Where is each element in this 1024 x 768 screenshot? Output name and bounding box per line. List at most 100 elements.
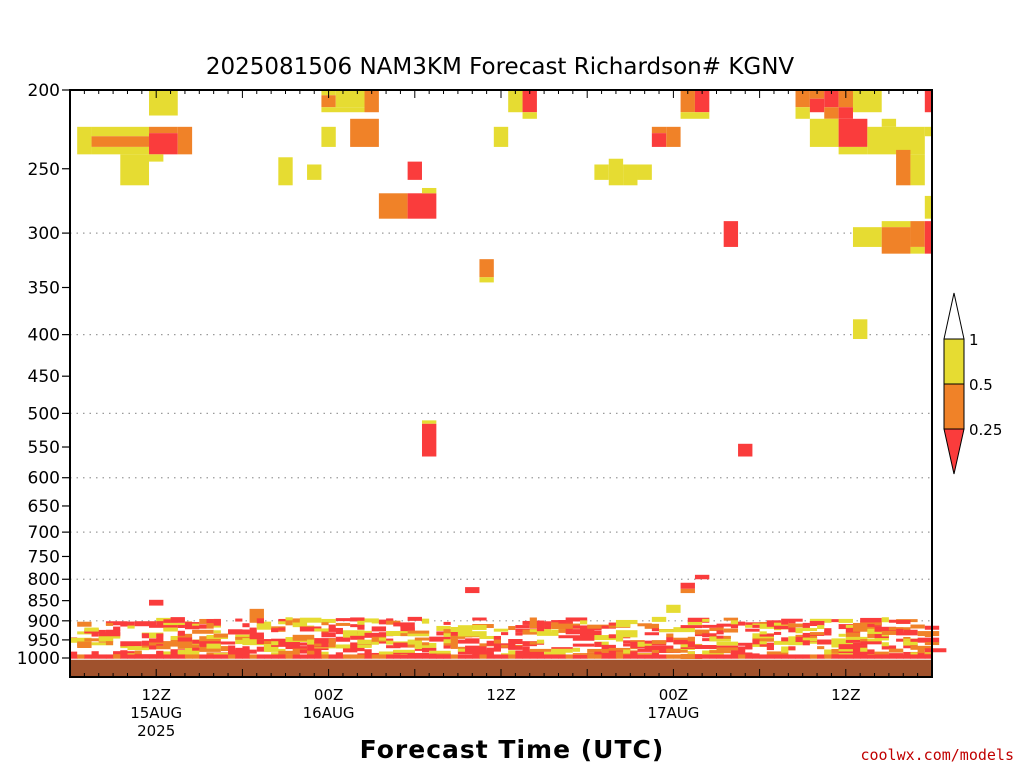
ri-cell	[77, 126, 92, 155]
ri-cell-bl	[271, 628, 279, 633]
ri-cell-bl	[515, 632, 523, 636]
ri-cell-bl	[213, 618, 221, 624]
ri-cell-surface	[70, 654, 78, 659]
ri-cell-bl	[357, 620, 365, 626]
ri-cell-bl	[781, 637, 789, 642]
ri-cell	[407, 161, 422, 180]
ri-cell-bl	[429, 650, 451, 656]
ri-cell-bl	[299, 626, 322, 632]
legend-label: 0.5	[969, 376, 993, 394]
ri-cell-surface	[766, 654, 775, 659]
ri-cell-bl	[802, 622, 810, 628]
x-tick-label: 15AUG	[130, 704, 182, 722]
ri-cell-surface	[522, 654, 531, 659]
ri-cell-surface	[350, 654, 358, 659]
ri-cell-surface	[120, 654, 128, 659]
ri-cell-surface	[544, 654, 552, 659]
ri-cell-bl	[773, 631, 782, 635]
ri-cell-surface	[802, 654, 811, 659]
ri-cell-surface	[91, 654, 100, 659]
ri-cell-bl	[802, 634, 810, 639]
ri-cell-bl	[457, 639, 480, 644]
ri-cell-bl	[924, 648, 947, 653]
ri-cell	[680, 582, 695, 589]
ri-cell-bl	[249, 627, 257, 631]
ri-cell-bl	[881, 617, 889, 623]
ri-cell-bl	[766, 620, 782, 624]
ri-cell-bl	[278, 650, 300, 656]
ri-cell-surface	[709, 654, 717, 659]
ri-cell-bl	[738, 642, 753, 646]
ri-cell-bl	[141, 633, 150, 639]
ri-cell-bl	[694, 644, 717, 649]
ri-cell-bl	[407, 630, 430, 634]
ri-cell-surface	[917, 654, 926, 659]
ri-cell-bl	[723, 617, 739, 621]
ri-cell-surface	[623, 654, 631, 659]
ri-cell-surface	[773, 654, 782, 659]
ri-cell-surface	[558, 654, 567, 659]
ri-cell-bl	[666, 633, 674, 638]
ri-cell-bl	[77, 641, 92, 647]
legend-label: 0.25	[969, 421, 1002, 439]
ri-cell-surface	[371, 654, 380, 659]
ri-cell-surface	[149, 654, 157, 659]
ri-cell-bl	[594, 641, 602, 647]
ri-cell-surface	[285, 654, 294, 659]
ri-cell-bl	[271, 652, 286, 656]
ri-cell	[350, 118, 379, 147]
ri-cell-bl	[544, 625, 552, 630]
ri-cell-bl	[292, 634, 315, 639]
ri-cell-bl	[120, 650, 128, 656]
ri-cell-bl	[127, 646, 150, 651]
ri-cell-bl	[802, 626, 810, 631]
x-tick-label: 00Z	[314, 686, 343, 704]
ri-cell-bl	[314, 651, 322, 656]
y-tick-label: 700	[28, 523, 60, 543]
ri-cell-bl	[149, 638, 164, 643]
ri-cell	[149, 133, 178, 155]
ri-cell-surface	[608, 654, 617, 659]
ri-cell-bl	[687, 617, 710, 623]
ri-cell-bl	[335, 636, 351, 642]
ri-cell-surface	[838, 654, 847, 659]
ri-cell-bl	[702, 633, 717, 638]
y-tick-label: 500	[28, 404, 60, 424]
ri-cell	[666, 604, 681, 613]
ri-cell-bl	[709, 636, 731, 642]
ri-cell-bl	[271, 638, 293, 642]
ri-cell-bl	[393, 642, 415, 648]
ri-cell-bl	[508, 639, 523, 645]
ri-cell-bl	[730, 625, 739, 629]
ri-cell-bl	[127, 625, 135, 629]
ri-cell	[852, 90, 882, 113]
colorbar-legend: 1 0.5 0.25	[943, 292, 1002, 475]
ri-cell-bl	[759, 641, 767, 645]
ri-cell-bl	[716, 630, 724, 635]
ri-cell-surface	[831, 654, 840, 659]
ri-cell-bl	[206, 624, 214, 629]
plot-frame	[69, 89, 933, 678]
ri-cell	[623, 164, 638, 186]
ri-cell-surface	[486, 654, 495, 659]
ri-cell-bl	[177, 637, 193, 642]
ri-cell-bl	[465, 645, 487, 651]
ri-cell	[838, 118, 868, 147]
ri-cell-bl	[738, 647, 746, 651]
ri-cell-bl	[508, 644, 516, 650]
ri-cell-bl	[529, 641, 537, 645]
ri-cell-surface	[910, 654, 919, 659]
ri-cell-bl	[443, 629, 451, 634]
ri-cell-bl	[781, 618, 803, 622]
ri-cell-bl	[917, 649, 925, 654]
ri-cell	[651, 126, 667, 134]
ri-cell-bl	[687, 636, 695, 641]
ri-cell-bl	[177, 649, 185, 654]
ri-cell-bl	[206, 619, 214, 624]
ri-cell-surface	[752, 654, 761, 659]
ri-cell-bl	[766, 645, 774, 651]
ri-cell-bl	[350, 617, 365, 622]
x-tick-label: 12Z	[142, 686, 171, 704]
ri-cell-bl	[831, 641, 853, 647]
ri-cell-bl	[421, 618, 430, 624]
